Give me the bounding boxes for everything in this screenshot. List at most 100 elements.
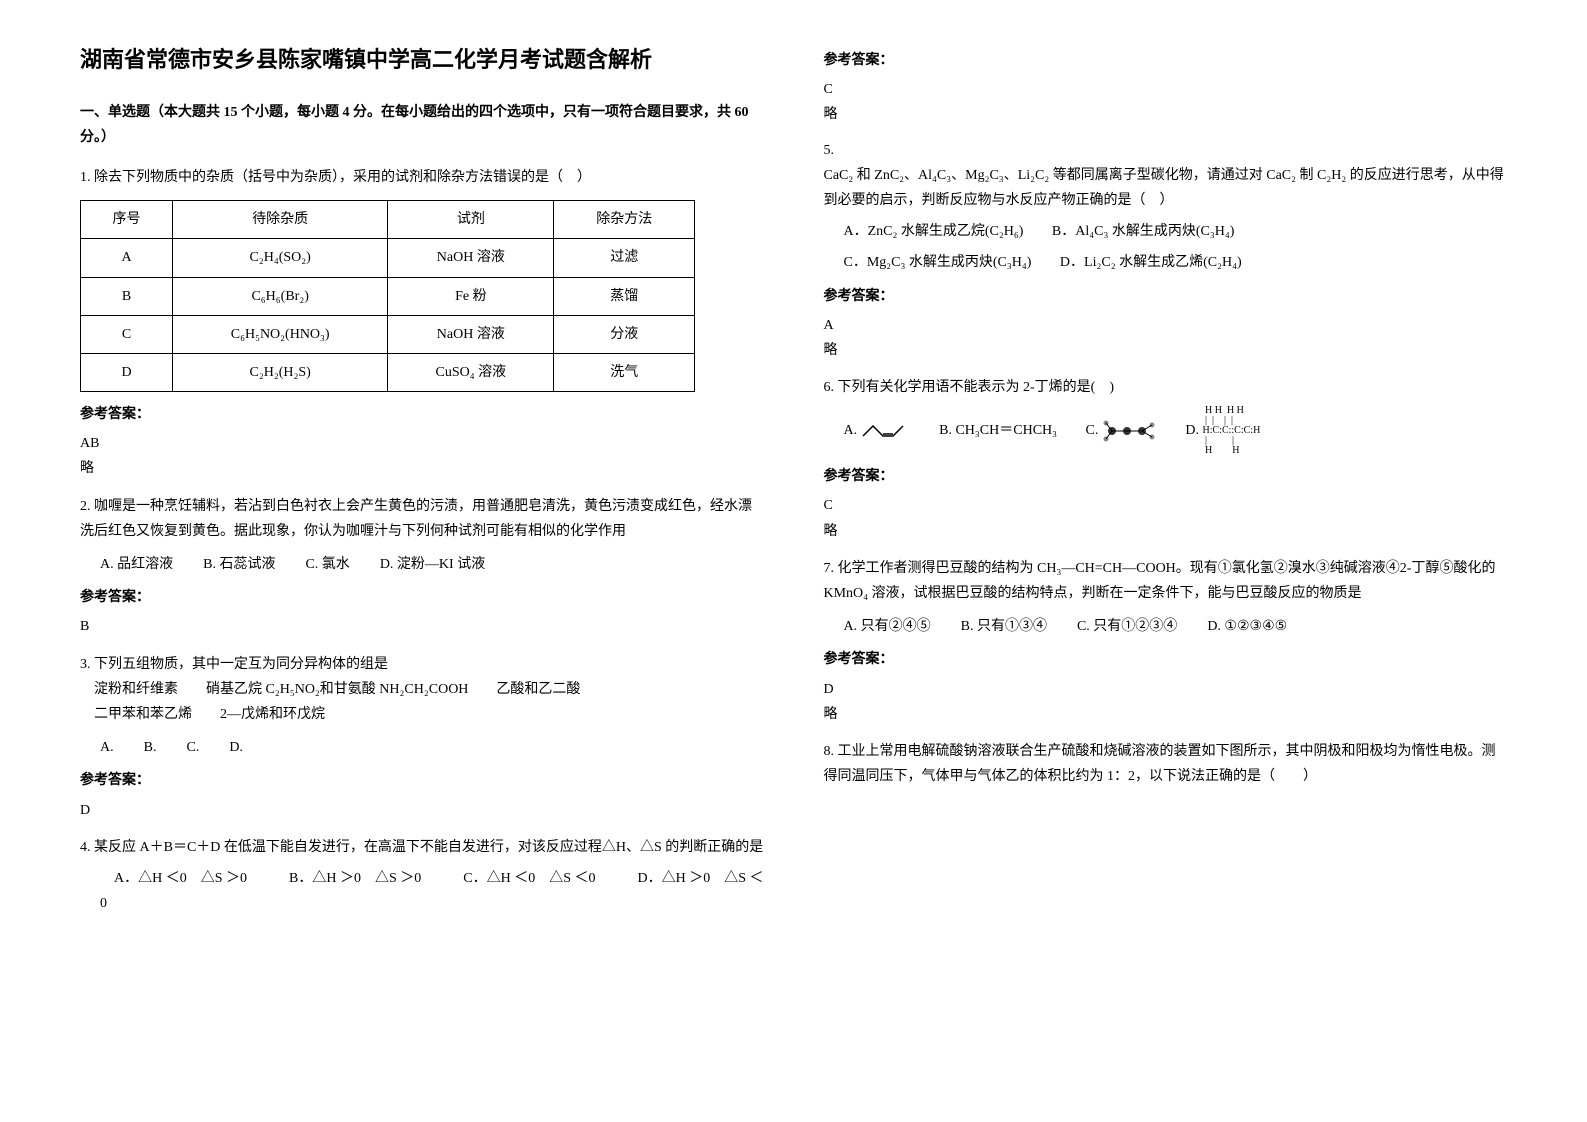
- td: C: [81, 315, 173, 353]
- td: Fe 粉: [388, 277, 554, 315]
- opt-d-label: D.: [1185, 423, 1199, 438]
- option: D. ①②③④⑤: [1207, 614, 1287, 639]
- td: D: [81, 353, 173, 391]
- td: 蒸馏: [554, 277, 695, 315]
- q1-note: 略: [80, 456, 764, 481]
- option-d: D. H H H H | | | | H:C:C::C:C:H | | H H: [1185, 406, 1260, 456]
- q7-answer: D: [824, 677, 1508, 702]
- td: C₆H₅NO₂(HNO₃): [173, 315, 388, 353]
- td: CuSO₄ 溶液: [388, 353, 554, 391]
- q4-stem: 4. 某反应 A＋B＝C＋D 在低温下能自发进行，在高温下不能自发进行，对该反应…: [80, 835, 764, 860]
- option: C.: [186, 735, 199, 760]
- left-column: 湖南省常德市安乡县陈家嘴镇中学高二化学月考试题含解析 一、单选题（本大题共 15…: [50, 40, 794, 1082]
- q6-note: 略: [824, 519, 1508, 544]
- td: 洗气: [554, 353, 695, 391]
- q5-num: 5.: [824, 138, 1508, 163]
- answer-label: 参考答案：: [824, 647, 1508, 672]
- answer-label: 参考答案：: [80, 402, 764, 427]
- q3-options: A. B. C. D.: [100, 735, 764, 760]
- q7-note: 略: [824, 702, 1508, 727]
- opt-a-label: A.: [844, 423, 858, 438]
- q5-row2: C．Mg₂C₃ 水解生成丙炔(C₃H₄) D．Li₂C₂ 水解生成乙烯(C₂H₄…: [844, 250, 1508, 275]
- q2-stem: 2. 咖喱是一种烹饪辅料，若沾到白色衬衣上会产生黄色的污渍，用普通肥皂清洗，黄色…: [80, 494, 764, 544]
- q4-note: 略: [824, 102, 1508, 127]
- q5-answer: A: [824, 313, 1508, 338]
- option: A. 只有②④⑤: [844, 614, 931, 639]
- option: C．Mg₂C₃ 水解生成丙炔(C₃H₄): [844, 250, 1032, 275]
- q1-stem: 1. 除去下列物质中的杂质（括号中为杂质），采用的试剂和除杂方法错误的是（ ）: [80, 165, 764, 190]
- table-row: 序号 待除杂质 试剂 除杂方法: [81, 201, 695, 239]
- td: B: [81, 277, 173, 315]
- ball-stick-icon: [1102, 417, 1157, 445]
- answer-label: 参考答案：: [824, 48, 1508, 73]
- option: B. 石蕊试液: [203, 552, 275, 577]
- option: C. 氯水: [305, 552, 349, 577]
- answer-label: 参考答案：: [80, 585, 764, 610]
- th: 除杂方法: [554, 201, 695, 239]
- question-2: 2. 咖喱是一种烹饪辅料，若沾到白色衬衣上会产生黄色的污渍，用普通肥皂清洗，黄色…: [80, 494, 764, 640]
- q4-answer: C: [824, 77, 1508, 102]
- td: C₆H₆(Br₂): [173, 277, 388, 315]
- q5-note: 略: [824, 338, 1508, 363]
- answer-label: 参考答案：: [824, 284, 1508, 309]
- question-7: 7. 化学工作者测得巴豆酸的结构为 CH₃—CH=CH—COOH。现有①氯化氢②…: [824, 556, 1508, 727]
- table-row: C C₆H₅NO₂(HNO₃) NaOH 溶液 分液: [81, 315, 695, 353]
- q3-stem: 3. 下列五组物质，其中一定互为同分异构体的组是: [80, 652, 764, 677]
- question-5: 5. CaC₂ 和 ZnC₂、Al₄C₃、Mg₂C₃、Li₂C₂ 等都同属离子型…: [824, 138, 1508, 364]
- q4-options: A．△H ＜0 △S ＞0 B．△H ＞0 △S ＞0 C．△H ＜0 △S ＜…: [100, 866, 764, 916]
- q7-options: A. 只有②④⑤ B. 只有①③④ C. 只有①②③④ D. ①②③④⑤: [844, 614, 1508, 639]
- q7-stem: 7. 化学工作者测得巴豆酸的结构为 CH₃—CH=CH—COOH。现有①氯化氢②…: [824, 556, 1508, 606]
- table-row: B C₆H₆(Br₂) Fe 粉 蒸馏: [81, 277, 695, 315]
- td: NaOH 溶液: [388, 239, 554, 277]
- question-3: 3. 下列五组物质，其中一定互为同分异构体的组是 淀粉和纤维素 硝基乙烷 C₂H…: [80, 652, 764, 823]
- td: C₂H₂(H₂S): [173, 353, 388, 391]
- q8-stem: 8. 工业上常用电解硫酸钠溶液联合生产硫酸和烧碱溶液的装置如下图所示，其中阴极和…: [824, 739, 1508, 789]
- q6-answer: C: [824, 493, 1508, 518]
- right-column: 参考答案： C 略 5. CaC₂ 和 ZnC₂、Al₄C₃、Mg₂C₃、Li₂…: [794, 40, 1538, 1082]
- td: A: [81, 239, 173, 277]
- option: D. 淀粉—KI 试液: [380, 552, 485, 577]
- q3-line1: 淀粉和纤维素 硝基乙烷 C₂H₅NO₂和甘氨酸 NH₂CH₂COOH 乙酸和乙二…: [80, 677, 764, 702]
- option: B.: [144, 735, 157, 760]
- q2-options: A. 品红溶液 B. 石蕊试液 C. 氯水 D. 淀粉—KI 试液: [100, 552, 764, 577]
- option: C. 只有①②③④: [1077, 614, 1177, 639]
- th: 序号: [81, 201, 173, 239]
- structural-formula-icon: H H H H | | | | H:C:C::C:C:H | | H H: [1203, 406, 1261, 456]
- option: A. 品红溶液: [100, 552, 173, 577]
- q3-line2: 二甲苯和苯乙烯 2—戊烯和环戊烷: [80, 702, 764, 727]
- table-row: D C₂H₂(H₂S) CuSO₄ 溶液 洗气: [81, 353, 695, 391]
- answer-label: 参考答案：: [80, 768, 764, 793]
- question-4: 4. 某反应 A＋B＝C＋D 在低温下能自发进行，在高温下不能自发进行，对该反应…: [80, 835, 764, 917]
- question-8: 8. 工业上常用电解硫酸钠溶液联合生产硫酸和烧碱溶液的装置如下图所示，其中阴极和…: [824, 739, 1508, 789]
- skeletal-formula-icon: [861, 421, 911, 441]
- option: A.: [100, 735, 114, 760]
- q6-stem: 6. 下列有关化学用语不能表示为 2-丁烯的是( ): [824, 375, 1508, 400]
- q6-options: A. B. CH₃CH＝CHCH₃ C.: [844, 406, 1508, 456]
- table-row: A C₂H₄(SO₂) NaOH 溶液 过滤: [81, 239, 695, 277]
- option-c: C.: [1086, 417, 1157, 445]
- question-6: 6. 下列有关化学用语不能表示为 2-丁烯的是( ) A. B. CH₃CH＝C…: [824, 375, 1508, 544]
- td: NaOH 溶液: [388, 315, 554, 353]
- option: D．Li₂C₂ 水解生成乙烯(C₂H₄): [1060, 250, 1242, 275]
- th: 待除杂质: [173, 201, 388, 239]
- q5-row1: A．ZnC₂ 水解生成乙烷(C₂H₆) B．Al₄C₃ 水解生成丙炔(C₃H₄): [844, 219, 1508, 244]
- answer-label: 参考答案：: [824, 464, 1508, 489]
- q1-table: 序号 待除杂质 试剂 除杂方法 A C₂H₄(SO₂) NaOH 溶液 过滤 B…: [80, 200, 695, 392]
- q3-answer: D: [80, 798, 764, 823]
- option: D.: [229, 735, 243, 760]
- opt-c-label: C.: [1086, 423, 1099, 438]
- option-b: B. CH₃CH＝CHCH₃: [939, 418, 1057, 443]
- td: C₂H₄(SO₂): [173, 239, 388, 277]
- question-1: 1. 除去下列物质中的杂质（括号中为杂质），采用的试剂和除杂方法错误的是（ ） …: [80, 165, 764, 482]
- q1-answer: AB: [80, 431, 764, 456]
- option-a: A.: [844, 418, 911, 443]
- td: 过滤: [554, 239, 695, 277]
- option: A．ZnC₂ 水解生成乙烷(C₂H₆): [844, 219, 1024, 244]
- q2-answer: B: [80, 614, 764, 639]
- th: 试剂: [388, 201, 554, 239]
- section-heading: 一、单选题（本大题共 15 个小题，每小题 4 分。在每小题给出的四个选项中，只…: [80, 100, 764, 150]
- option: B．Al₄C₃ 水解生成丙炔(C₃H₄): [1052, 219, 1234, 244]
- q5-stem: CaC₂ 和 ZnC₂、Al₄C₃、Mg₂C₃、Li₂C₂ 等都同属离子型碳化物…: [824, 163, 1508, 213]
- option: B. 只有①③④: [961, 614, 1047, 639]
- page-title: 湖南省常德市安乡县陈家嘴镇中学高二化学月考试题含解析: [80, 40, 764, 80]
